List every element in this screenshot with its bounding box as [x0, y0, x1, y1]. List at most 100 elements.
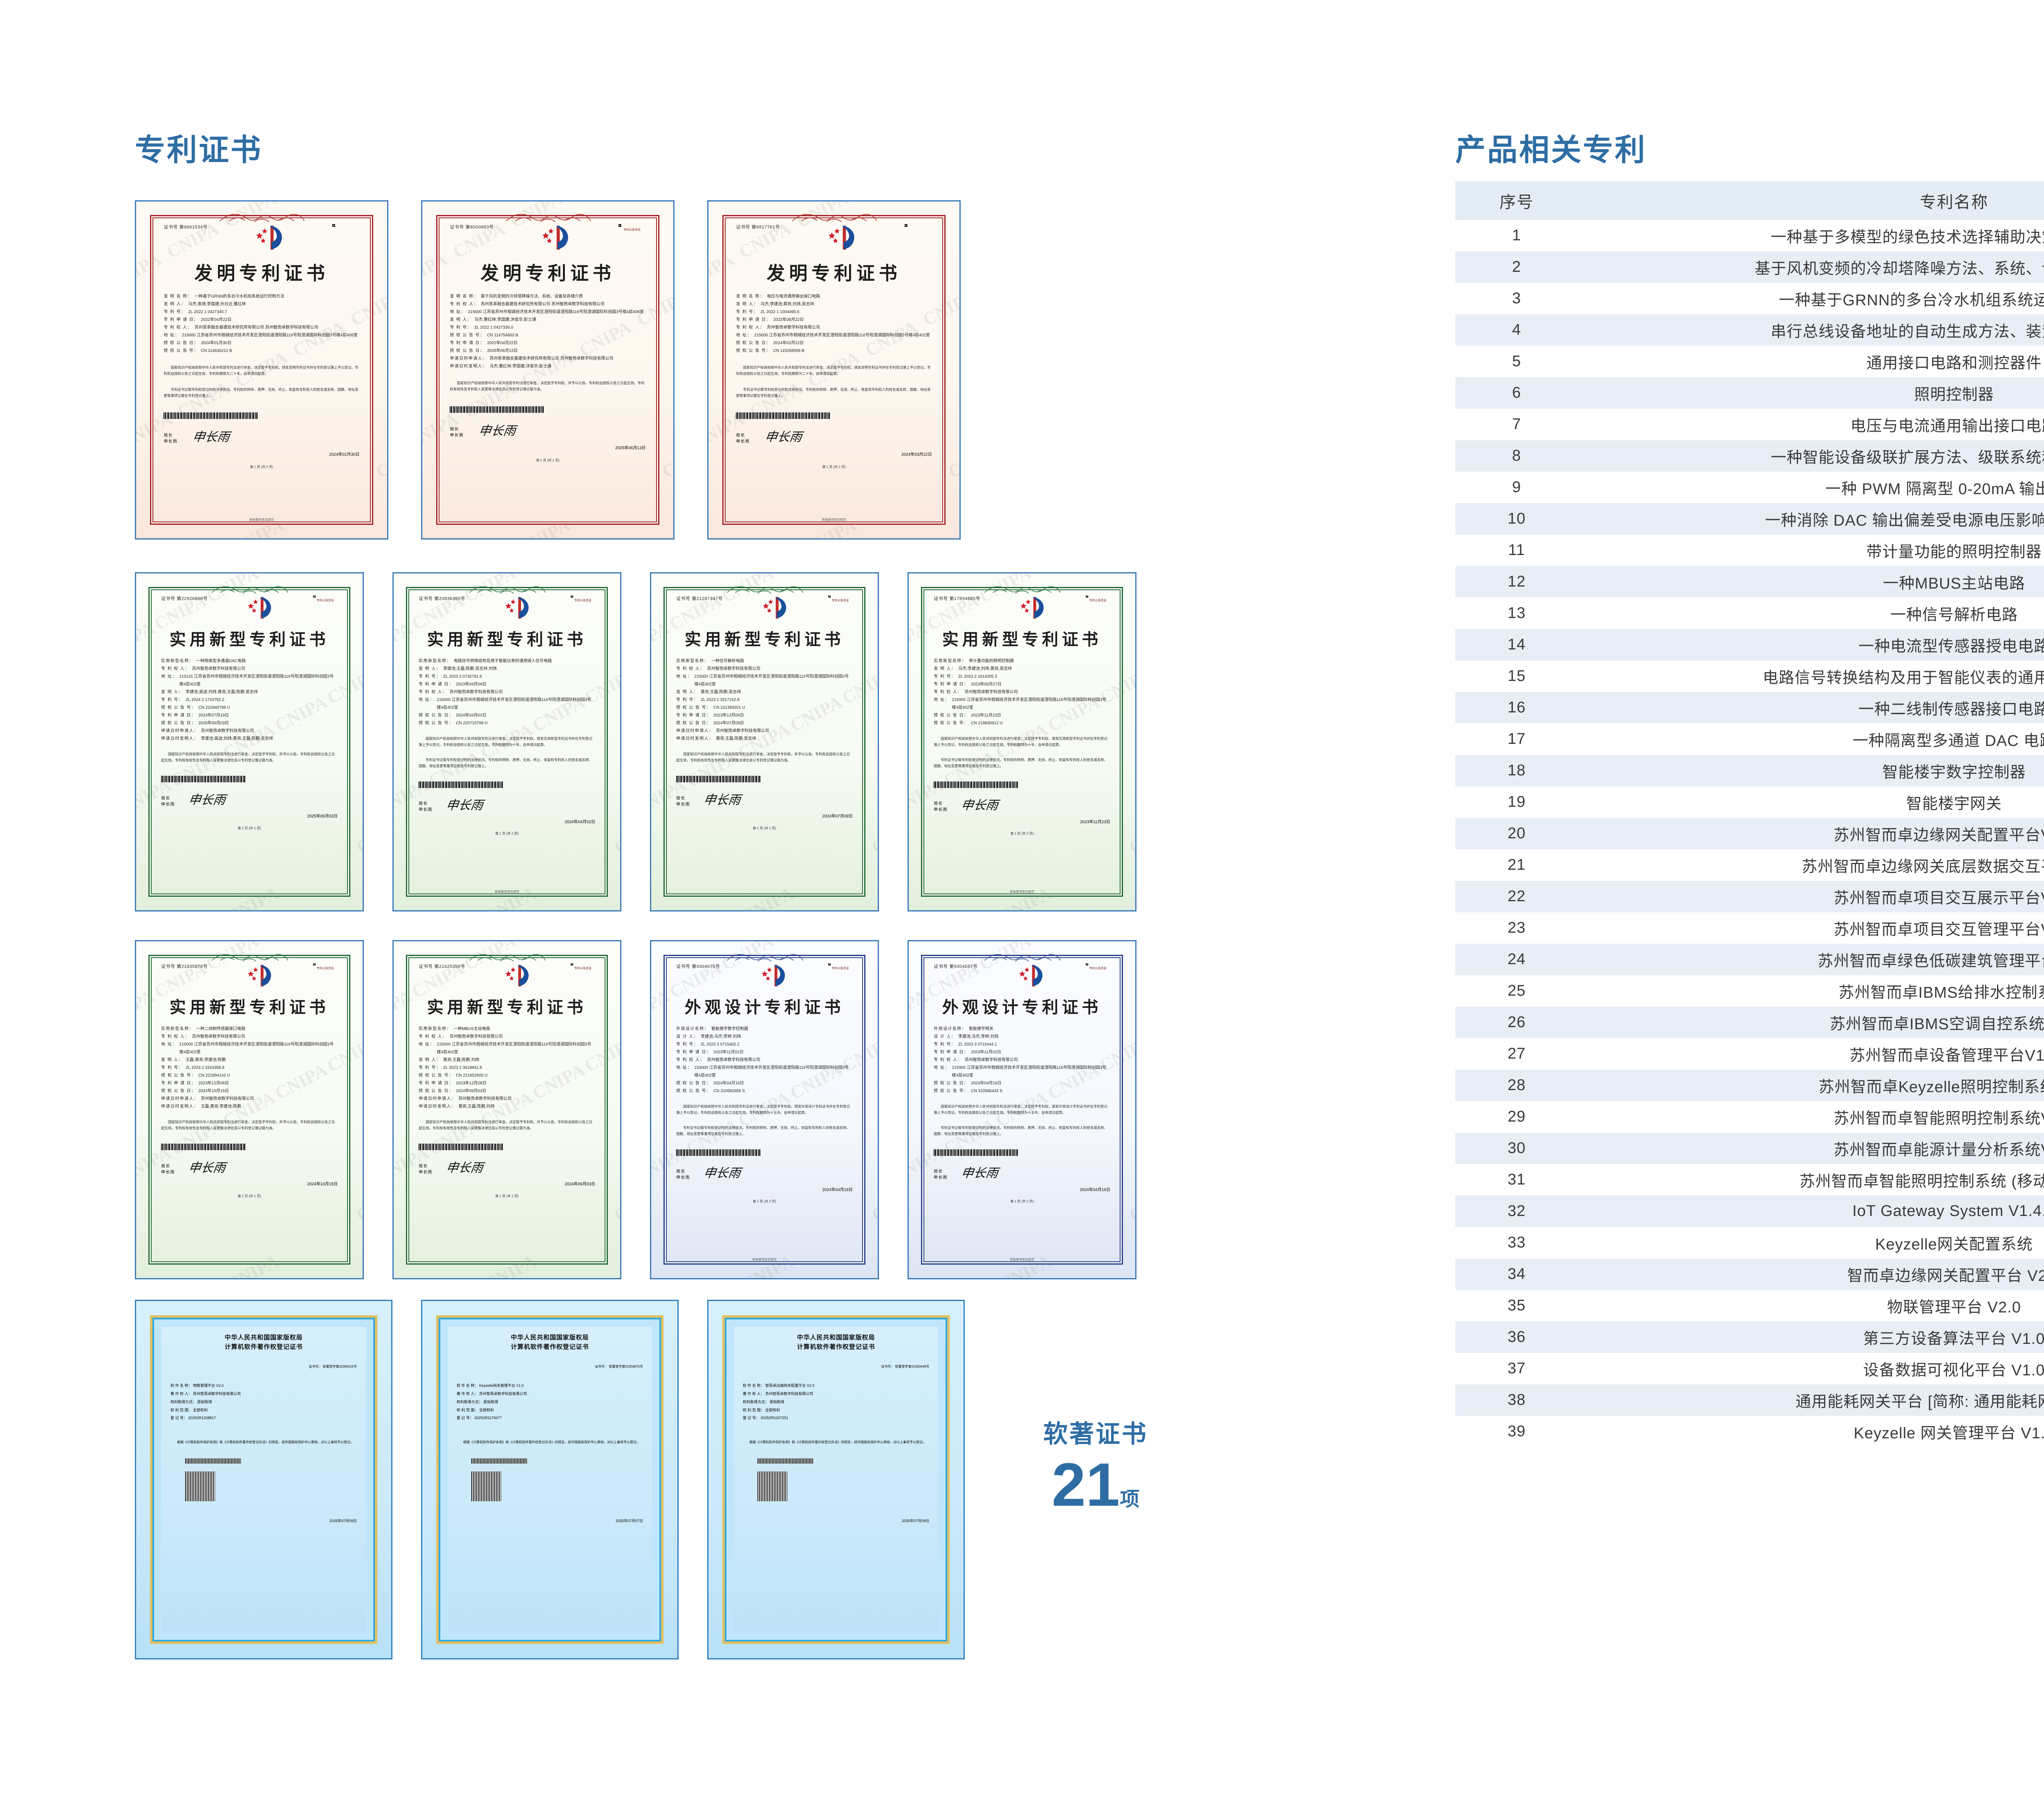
- cert-field-label: 授 权 公 告 日：: [736, 341, 771, 346]
- cert-legal-text: 国家知识产权局依照中华人民共和国专利法进行审查，决定授予专利权，并予以公告。专利…: [419, 1120, 593, 1131]
- cell-index: 5: [1512, 353, 1522, 370]
- signature-label: 局长 申长雨: [934, 801, 948, 812]
- certificate-card[interactable]: CNIPA CNIPA CNIPA CNIPA CNIPA CNIPA CNIPA CNIPA…: [392, 940, 621, 1279]
- cell-patent-name: 一种 PWM 隔离型 0-20mA 输出电路: [1825, 481, 2044, 498]
- cert-field: 专 利 权 人： 苏州智而卓数字科技有限公司: [161, 1033, 338, 1041]
- cell-index: 6: [1455, 377, 1578, 409]
- cert-field: 软 件 名 称： Keyzelle网关管理平台 V1.0: [457, 1382, 643, 1390]
- table-row: 24苏州智而卓绿色低碳建筑管理平台V1.0软著: [1455, 944, 2044, 975]
- cert-field-value: 215131 江苏省苏州市相城经济技术开发区澄阳街道澄阳路116号阳澄湖国际科创…: [179, 674, 334, 687]
- table-row: 23苏州智而卓项目交互管理平台V1.0软著: [1455, 912, 2044, 944]
- certificate-inner-frame: 证书号 第9304075号 专利公告信息 外观设计专利证书 外观设计名称： 智能…: [663, 954, 865, 1265]
- cell-index: 1: [1512, 227, 1522, 244]
- cell-index: 35: [1507, 1297, 1526, 1314]
- certificate-date: 2025年06月03日: [307, 814, 338, 819]
- cert-field-value: 原始取得: [197, 1399, 212, 1404]
- cert-subnote: 其他事项务见续页: [752, 1258, 777, 1262]
- certificate-date: 2025年06月13日: [615, 446, 646, 451]
- certificate-card[interactable]: CNIPA CNIPA CNIPA CNIPA CNIPA CNIPA CNIPA CNIPA…: [707, 200, 961, 540]
- cell-index: 9: [1512, 479, 1522, 496]
- cert-field: 发 明 人： 马杰;董红林;李国建;沐俊华;彭士通: [450, 316, 645, 324]
- cell-index: 33: [1507, 1234, 1526, 1251]
- cert-field-label: 地 址：: [164, 333, 179, 338]
- table-row: 14一种电流型传感器授电电路实用新型: [1455, 629, 2044, 661]
- cert-field-label: 专 利 权 人：: [161, 1034, 190, 1039]
- cert-field-label: 地 址：: [676, 674, 692, 679]
- table-row: 29苏州智而卓智能照明控制系统V1.0软著: [1455, 1101, 2044, 1133]
- software-certificate-card[interactable]: 中华人民共和国国家版权局 计算机软件著作权登记证书 证书号： 软著登字第1536…: [135, 1300, 392, 1659]
- software-certificate-card[interactable]: 中华人民共和国国家版权局 计算机软件著作权登记证书 证书号： 软著登字第1535…: [421, 1300, 679, 1659]
- cert-field-value: ZL 2023 2 0735781.6: [443, 674, 482, 679]
- cert-field: 申请日时申请人： 苏州智而卓数字科技有限公司: [161, 1095, 338, 1103]
- cert-field: 外观设计名称： 智能楼宇网关: [934, 1025, 1110, 1033]
- cert-field: 授 权 公 告 号： CN 222940799 U: [161, 704, 338, 712]
- cert-field: 专 利 权 人： 苏州智而卓数字科技有限公司: [736, 324, 932, 331]
- cert-field: 专 利 权 人： 苏州智而卓数字科技有限公司: [676, 1056, 853, 1064]
- certificate-title: 计算机软件著作权登记证书: [511, 1343, 589, 1350]
- signature-label: 局长 申长雨: [934, 1169, 948, 1180]
- cert-field: 地 址： 215000 江苏省苏州市相城经济技术开发区澄阳街道澄阳路116号阳澄…: [934, 1064, 1110, 1079]
- barcode-icon: [419, 781, 504, 788]
- cert-field: 授 权 公 告 日： 2024年07月09日: [676, 719, 853, 727]
- cert-field-value: 李建池;王磊;陈鹏;吴志祥;刘炜: [443, 666, 497, 671]
- cert-field: 登 记 号： 2025SR1179477: [457, 1414, 643, 1422]
- cert-field: 权 利 范 围： 全部权利: [743, 1406, 929, 1415]
- qr-code-icon: [828, 963, 831, 966]
- table-header-row: 序号专利名称专利类型: [1455, 181, 2044, 220]
- cert-field: 软 件 名 称： 智而卓边缘网关配置平台 V2.0: [743, 1382, 929, 1390]
- cert-field: 授 权 公 告 号： CN 310582656 S: [676, 1087, 853, 1095]
- cert-field: 专 利 权 人： 苏州智而卓数字科技有限公司: [934, 688, 1110, 696]
- cell-index: 31: [1507, 1171, 1526, 1188]
- qr-block: 专利公告信息: [828, 963, 852, 971]
- certificate-inner-frame: 中华人民共和国国家版权局 计算机软件著作权登记证书 证书号： 软著登字第1535…: [436, 1315, 663, 1644]
- cert-field-label: 权 利 范 围：: [456, 1408, 478, 1412]
- certificate-date: 2025年07月09日: [901, 1518, 930, 1523]
- cert-field: 专 利 号： ZL 2023 3 0715444.1: [934, 1041, 1110, 1048]
- certificate-title: 计算机软件著作权登记证书: [797, 1343, 875, 1350]
- cert-field: 授 权 公 告 号： CN 220710798 U: [419, 719, 595, 727]
- cnipa-logo-icon: [1019, 595, 1047, 623]
- signature-label: 局长 申长雨: [164, 433, 178, 444]
- certificate-card[interactable]: CNIPA CNIPA CNIPA CNIPA CNIPA CNIPA CNIPA CNIPA…: [421, 200, 675, 540]
- certificate-card[interactable]: CNIPA CNIPA CNIPA CNIPA CNIPA CNIPA CNIPA CNIPA…: [908, 572, 1136, 911]
- certificate-header: 证书号 第6661534号: [164, 224, 359, 254]
- cert-field-label: 授 权 公 告 号：: [676, 1088, 711, 1093]
- cert-field: 发 明 人： 马杰;袁琦;李国建;孙日近;董红林: [164, 300, 359, 308]
- cert-field: 实用新型名称： 带计量功能的照明控制器: [934, 657, 1110, 665]
- signature-icon: 申长雨: [478, 423, 517, 438]
- cert-field: 设 计 人： 李建池;马杰;李婷;刘炜: [934, 1033, 1110, 1041]
- certificate-inner-frame: 中华人民共和国国家版权局 计算机软件著作权登记证书 证书号： 软著登字第1536…: [722, 1315, 950, 1644]
- certificate-card[interactable]: CNIPA CNIPA CNIPA CNIPA CNIPA CNIPA CNIPA CNIPA…: [392, 572, 621, 911]
- cert-field-label: 申请日时发明人：: [161, 736, 199, 741]
- patents-table: 序号专利名称专利类型 1一种基于多模型的绿色技术选择辅助决策方法和系统发明2基于…: [1455, 181, 2044, 1447]
- cell-patent-name: 苏州智而卓Keyzelle照明控制系统V1.0: [1578, 1070, 2044, 1101]
- software-certificate-card[interactable]: 中华人民共和国国家版权局 计算机软件著作权登记证书 证书号： 软著登字第1536…: [707, 1300, 965, 1659]
- certificate-card[interactable]: CNIPA CNIPA CNIPA CNIPA CNIPA CNIPA CNIPA CNIPA…: [650, 572, 879, 911]
- certificate-card[interactable]: CNIPA CNIPA CNIPA CNIPA CNIPA CNIPA CNIPA CNIPA…: [135, 572, 364, 911]
- qr-caption: 专利公告信息: [574, 599, 592, 602]
- table-row: 19智能楼宇网关外观: [1455, 786, 2044, 818]
- qr-caption: 专利公告信息: [623, 228, 641, 232]
- cert-legal-text: 国家知识产权局依照中华人民共和国专利法进行审查，决定授予专利权，并予以公告。专利…: [161, 1120, 335, 1131]
- certificate-card[interactable]: CNIPA CNIPA CNIPA CNIPA CNIPA CNIPA CNIPA CNIPA…: [135, 940, 364, 1279]
- cert-field: 登 记 号： 2025SR1207251: [743, 1414, 929, 1422]
- cert-field: 专 利 权 人： 苏州智而卓数字科技有限公司: [419, 1033, 595, 1041]
- signature-row: 局长 申长雨 申长雨: [934, 795, 1110, 813]
- cert-field-label: 登 记 号：: [456, 1416, 473, 1420]
- cert-field: 实用新型名称： 电路信号转换结构及用于智能仪表的通用接入信号电路: [419, 657, 595, 665]
- certificate-card[interactable]: CNIPA CNIPA CNIPA CNIPA CNIPA CNIPA CNIPA CNIPA…: [908, 940, 1136, 1279]
- barcode-icon: [934, 1149, 1019, 1156]
- cell-index: 24: [1455, 944, 1578, 975]
- cert-field-label: 设 计 人：: [934, 1034, 956, 1039]
- cert-field: 授 权 公 告 号： CN 114754603 B: [450, 331, 645, 339]
- cert-field: 权 利 范 围： 全部权利: [457, 1406, 643, 1415]
- cert-legal-text: 根据《计算机软件保护条例》和《计算机软件著作权登记办法》的规定，经中国版权保护中…: [749, 1440, 926, 1444]
- certificate-card[interactable]: CNIPA CNIPA CNIPA CNIPA CNIPA CNIPA CNIPA CNIPA…: [135, 200, 388, 540]
- cert-field-label: 专 利 申 请 日：: [676, 1050, 711, 1055]
- certificate-inner-frame: 证书号 第17854685号 专利公告信息 实用新型专利证书 实用新型名称： 带…: [921, 586, 1123, 897]
- certificate-card[interactable]: CNIPA CNIPA CNIPA CNIPA CNIPA CNIPA CNIPA CNIPA…: [650, 940, 879, 1279]
- certificate-inner-frame: 证书号 第6661534号 发明专利证书 发 明 名 称： 一种基于GRNN的多…: [150, 214, 374, 525]
